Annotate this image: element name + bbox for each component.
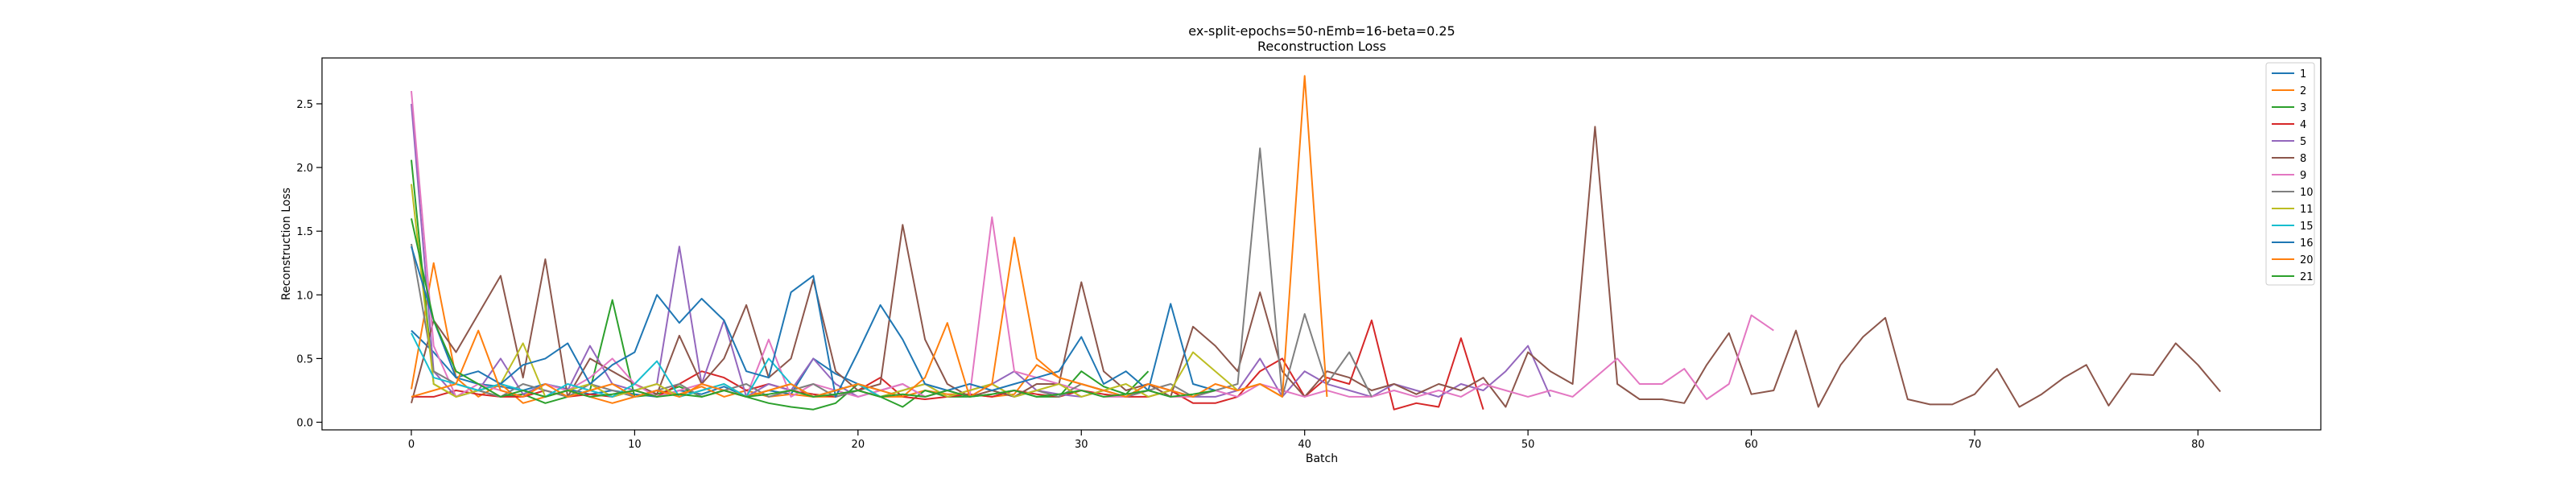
x-tick-label: 70	[1968, 439, 1982, 451]
y-tick-label: 0.5	[296, 353, 313, 365]
x-axis-ticks: 0 10 20 30 40 50 60 70 80	[408, 430, 2205, 451]
series-line-8	[411, 126, 2221, 408]
series-line-20	[411, 75, 1328, 398]
legend-label-9: 9	[2300, 170, 2306, 182]
y-tick-label: 0.0	[296, 418, 313, 430]
series-line-11	[411, 184, 1283, 398]
chart-title: ex-split-epochs=50-nEmb=16-beta=0.25	[1188, 23, 1455, 39]
series-line-9	[411, 91, 1774, 400]
x-tick-label: 20	[852, 439, 865, 451]
legend-label-1: 1	[2300, 68, 2306, 80]
legend-label-15: 15	[2300, 221, 2314, 233]
legend-label-8: 8	[2300, 153, 2306, 165]
legend-label-10: 10	[2300, 187, 2314, 199]
y-tick-label: 1.5	[296, 226, 313, 238]
series-line-16	[411, 246, 1216, 398]
series-layer	[411, 75, 2221, 411]
series-line-21	[411, 218, 1216, 398]
legend-label-5: 5	[2300, 136, 2306, 148]
x-tick-label: 0	[408, 439, 415, 451]
x-axis-label: Batch	[1306, 452, 1338, 465]
legend-label-11: 11	[2300, 204, 2314, 216]
x-tick-label: 10	[628, 439, 642, 451]
chart-subtitle: Reconstruction Loss	[1257, 39, 1386, 54]
legend-label-2: 2	[2300, 85, 2306, 97]
x-tick-label: 80	[2191, 439, 2205, 451]
legend-label-20: 20	[2300, 254, 2314, 266]
y-axis-label: Reconstruction Loss	[280, 188, 293, 300]
x-tick-label: 60	[1744, 439, 1758, 451]
legend-label-21: 21	[2300, 271, 2314, 283]
x-tick-label: 30	[1075, 439, 1088, 451]
x-tick-label: 40	[1298, 439, 1311, 451]
plot-area: 0 10 20 30 40 50 60 70 80 0.0 0.5 1.0 1.5 2.0 2.5	[296, 57, 2322, 451]
legend: 1 2 3 4 5 8 9 10 11 15 16 20 21	[2265, 62, 2315, 286]
y-tick-label: 2.0	[296, 163, 313, 175]
legend-label-4: 4	[2300, 119, 2306, 131]
y-tick-label: 1.0	[296, 290, 313, 302]
x-tick-label: 50	[1521, 439, 1535, 451]
legend-label-16: 16	[2300, 237, 2314, 250]
y-tick-label: 2.5	[296, 99, 313, 111]
axes-frame	[321, 57, 2322, 431]
y-axis-ticks: 0.0 0.5 1.0 1.5 2.0 2.5	[296, 99, 322, 430]
legend-label-3: 3	[2300, 102, 2306, 114]
